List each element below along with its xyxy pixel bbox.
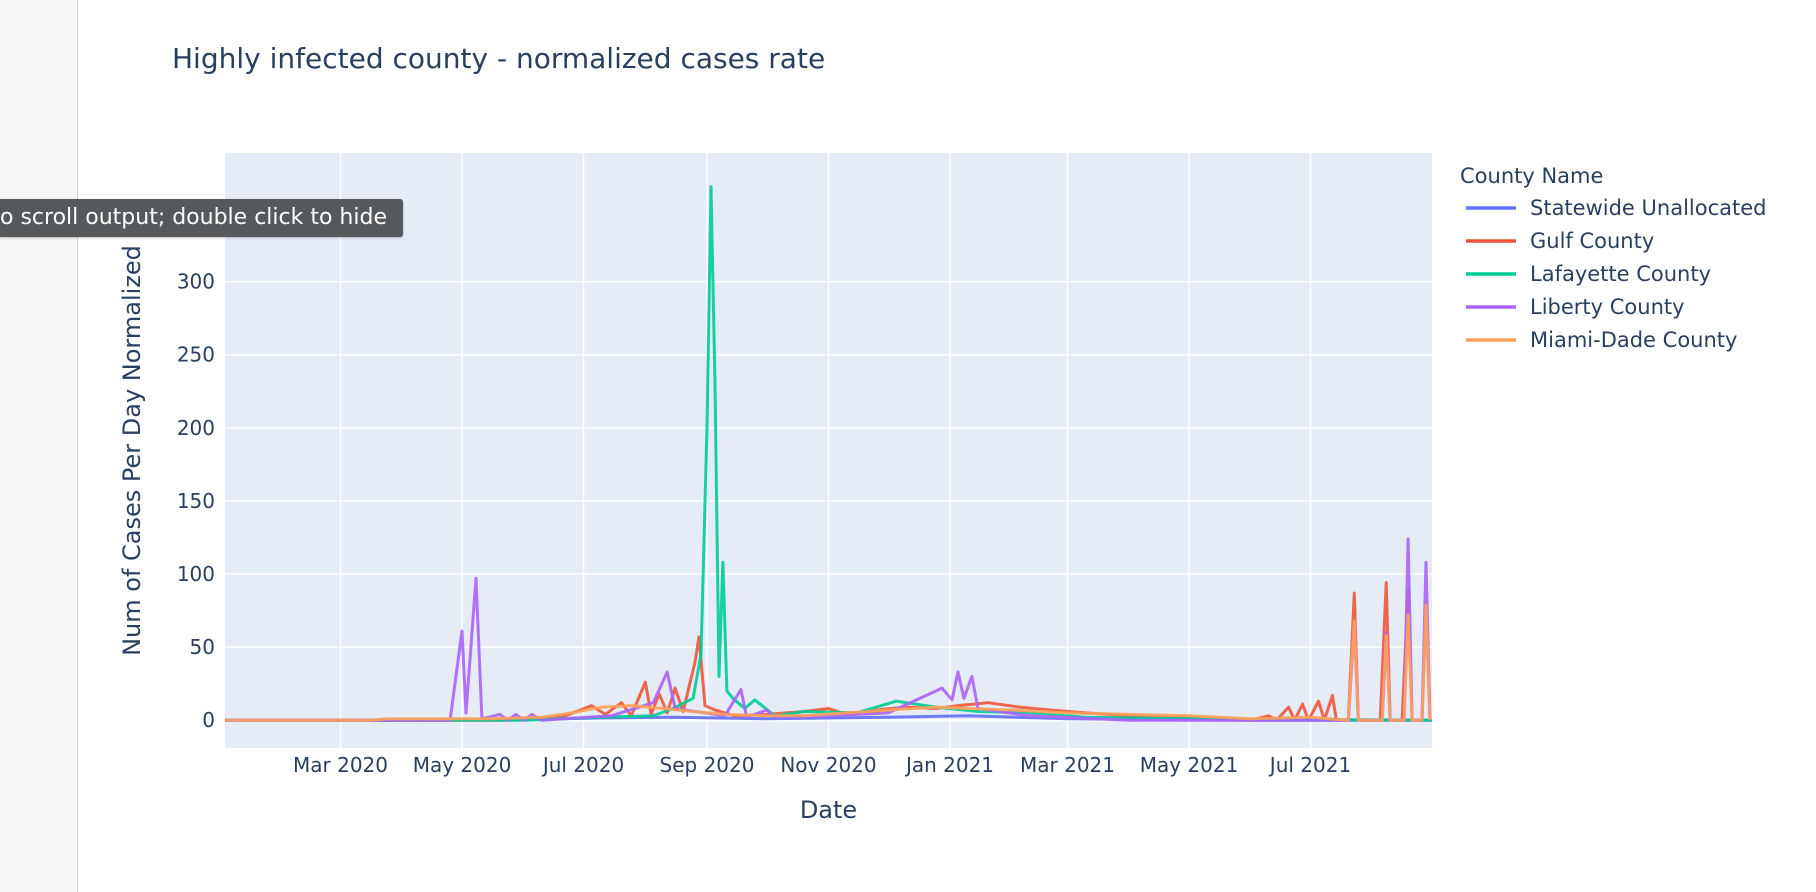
x-tick-label: Mar 2020: [293, 753, 388, 777]
series-group: [225, 185, 1432, 722]
legend-item[interactable]: Statewide Unallocated: [1466, 196, 1767, 220]
y-tick-label: 150: [177, 489, 215, 513]
tooltip-text: o scroll output; double click to hide: [0, 205, 387, 230]
legend-label: Gulf County: [1530, 229, 1654, 253]
x-tick-label: Mar 2021: [1020, 753, 1115, 777]
legend-item[interactable]: Gulf County: [1466, 229, 1654, 253]
y-axis-label: Num of Cases Per Day Normalized: [118, 245, 146, 656]
legend-item[interactable]: Miami-Dade County: [1466, 328, 1737, 352]
x-tick-label: Jul 2020: [541, 753, 624, 777]
legend-item[interactable]: Liberty County: [1466, 295, 1685, 319]
legend-title: County Name: [1460, 164, 1603, 188]
legend-item[interactable]: Lafayette County: [1466, 262, 1711, 286]
y-tick-label: 100: [177, 562, 215, 586]
y-tick-label: 250: [177, 343, 215, 367]
y-tick-label: 50: [190, 635, 215, 659]
legend-label: Miami-Dade County: [1530, 328, 1737, 352]
legend-label: Statewide Unallocated: [1530, 196, 1767, 220]
y-tick-label: 300: [177, 270, 215, 294]
x-tick-label: May 2020: [413, 753, 512, 777]
legend: County Name Statewide Unallocated Gulf Cou…: [1460, 164, 1767, 352]
legend-label: Liberty County: [1530, 295, 1685, 319]
x-tick-label: Nov 2020: [780, 753, 876, 777]
series-line: [225, 603, 1432, 722]
x-tick-label: May 2021: [1140, 753, 1239, 777]
chart-title: Highly infected county - normalized case…: [172, 42, 825, 75]
x-tick-label: Jul 2021: [1268, 753, 1351, 777]
y-tick-label: 200: [177, 416, 215, 440]
x-axis-label: Date: [800, 796, 857, 824]
y-tick-label: 0: [202, 708, 215, 732]
series-line: [225, 185, 1432, 722]
x-tick-label: Sep 2020: [660, 753, 755, 777]
x-tick-label: Jan 2021: [904, 753, 994, 777]
scroll-output-tooltip: o scroll output; double click to hide: [0, 199, 403, 237]
series-line: [225, 537, 1432, 722]
cell-output-gutter[interactable]: [0, 0, 78, 892]
legend-label: Lafayette County: [1530, 262, 1711, 286]
